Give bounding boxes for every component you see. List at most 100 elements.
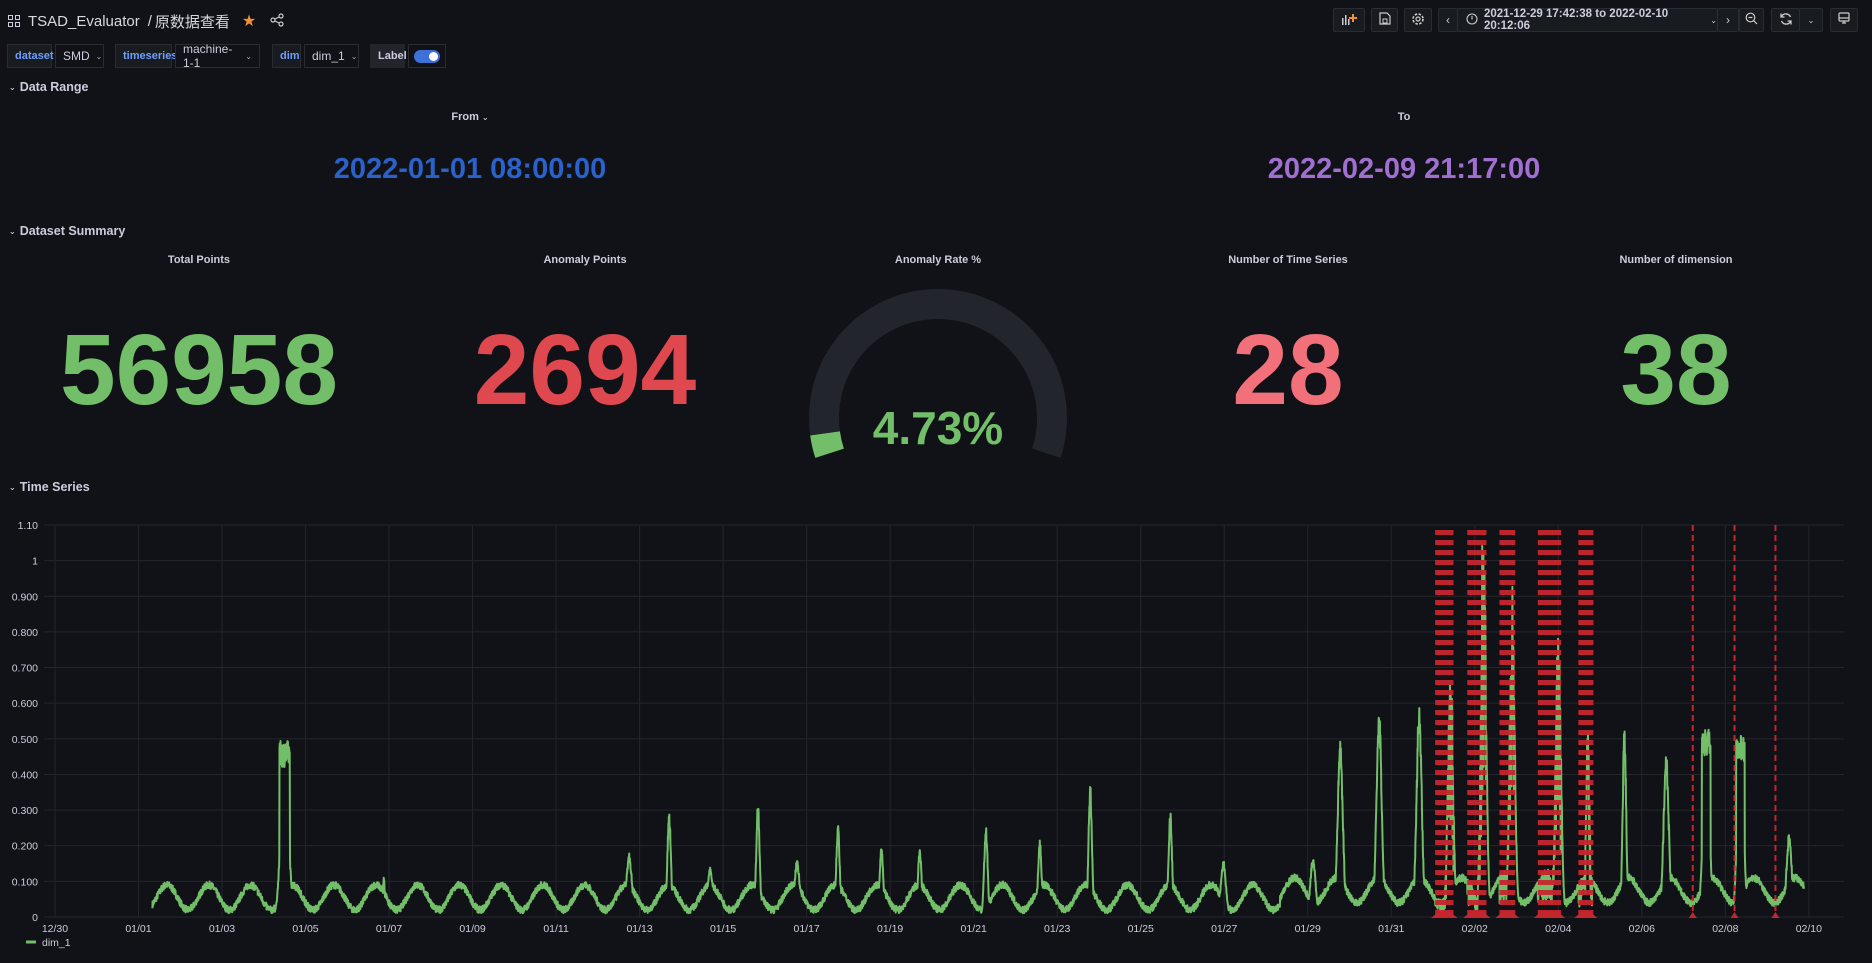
timeseries-select[interactable]: machine-1-1 ⌄	[175, 42, 260, 70]
anomaly-marker	[1495, 912, 1520, 918]
anomaly-points-value: 2694	[473, 314, 697, 426]
gauge-fill	[810, 431, 844, 458]
total-points-title: Total Points	[167, 254, 231, 266]
y-tick-label: 1.10	[18, 520, 39, 532]
dashboard-name-link[interactable]: TSAD_Evaluator	[28, 12, 140, 30]
y-tick-label: 0.600	[12, 698, 38, 710]
y-tick-label: 0.400	[12, 769, 38, 781]
time-forward-button[interactable]: ›	[1717, 8, 1739, 32]
x-tick-label: 01/07	[376, 923, 402, 935]
chevron-down-icon: ⌄	[350, 51, 358, 61]
x-tick-label: 01/05	[292, 923, 318, 935]
x-tick-label: 01/11	[543, 923, 569, 935]
gauge-track	[809, 289, 1067, 458]
x-tick-label: 01/15	[710, 923, 736, 935]
y-tick-label: 0.300	[12, 805, 38, 817]
settings-button[interactable]	[1404, 8, 1432, 32]
clock-icon	[1466, 12, 1478, 28]
from-value: 2022-01-01 08:00:00	[333, 153, 607, 185]
chevron-down-icon: ⌄	[9, 82, 16, 92]
y-tick-label: 1	[32, 556, 38, 568]
x-tick-label: 01/09	[459, 923, 485, 935]
zoom-out-icon	[1745, 12, 1758, 28]
row-title: Time Series	[19, 480, 90, 494]
grid-icon[interactable]	[8, 15, 20, 27]
dataset-value: SMD	[63, 49, 90, 63]
anomaly-marker	[1463, 912, 1491, 918]
anomaly-marker	[1688, 912, 1697, 918]
time-series-chart[interactable]: 0 0.100 0.200 0.300 0.400 0.500 0.600 0.700 0.80…	[0, 500, 1872, 963]
dataset-variable-label: dataset	[7, 44, 54, 68]
y-tick-label: 0	[32, 912, 38, 924]
page-name: 原数据查看	[154, 13, 230, 31]
chevron-down-icon: ⌄	[9, 482, 16, 492]
anomaly-window	[1499, 525, 1516, 917]
refresh-button[interactable]	[1771, 8, 1800, 32]
anomaly-rate-value: 4.73%	[872, 402, 1004, 454]
x-tick-label: 02/08	[1712, 923, 1738, 935]
x-tick-label: 01/21	[961, 923, 987, 935]
to-value: 2022-02-09 21:17:00	[1267, 153, 1541, 185]
row-dataset-summary[interactable]: ⌄ Dataset Summary	[9, 224, 125, 238]
x-tick-label: 12/30	[42, 923, 68, 935]
time-range-text: 2021-12-29 17:42:38 to 2022-02-10 20:12:…	[1484, 8, 1669, 32]
x-tick-label: 01/27	[1211, 923, 1237, 935]
dim-variable-label: dim	[272, 44, 301, 68]
dim-value: dim_1	[312, 49, 345, 63]
anomaly-window	[1467, 525, 1487, 917]
anomaly-window	[1578, 525, 1594, 917]
x-tick-label: 01/13	[626, 923, 652, 935]
y-tick-label: 0.100	[12, 876, 38, 888]
time-back-button[interactable]: ‹	[1438, 8, 1458, 32]
x-tick-label: 01/01	[125, 923, 151, 935]
row-data-range[interactable]: ⌄ Data Range	[9, 80, 88, 94]
zoom-out-button[interactable]	[1739, 8, 1764, 32]
anomaly-rate-title: Anomaly Rate %	[894, 254, 982, 266]
x-tick-label: 01/17	[793, 923, 819, 935]
x-tick-label: 02/06	[1629, 923, 1655, 935]
settings-icon	[1411, 12, 1425, 29]
refresh-icon	[1779, 12, 1793, 29]
row-time-series[interactable]: ⌄ Time Series	[9, 480, 90, 494]
anomaly-rate-gauge	[809, 289, 1067, 458]
save-button[interactable]	[1371, 8, 1398, 32]
add-panel-icon	[1341, 13, 1357, 28]
anomaly-marker	[1431, 912, 1458, 918]
y-tick-label: 0.500	[12, 734, 38, 746]
chevron-left-icon: ‹	[1446, 13, 1450, 27]
timeseries-variable-label: timeseries	[115, 44, 177, 68]
num-series-title: Number of Time Series	[1228, 254, 1348, 266]
num-dims-title: Number of dimension	[1619, 254, 1733, 266]
chevron-down-icon: ⌄	[9, 226, 16, 236]
x-tick-label: 01/31	[1378, 923, 1404, 935]
save-icon	[1378, 12, 1391, 28]
y-tick-label: 0.800	[12, 627, 38, 639]
x-tick-label: 02/10	[1796, 923, 1822, 935]
x-tick-label: 01/19	[877, 923, 903, 935]
dataset-select[interactable]: SMD ⌄	[55, 44, 104, 68]
label-toggle[interactable]	[408, 44, 446, 68]
time-range-picker[interactable]: 2021-12-29 17:42:38 to 2022-02-10 20:12:…	[1457, 8, 1718, 32]
y-tick-label: 0.900	[12, 591, 38, 603]
row-title: Data Range	[19, 80, 89, 94]
label-variable-label: Label	[370, 44, 407, 68]
anomaly-points-title: Anomaly Points	[543, 254, 627, 266]
x-tick-label: 01/03	[209, 923, 235, 935]
from-panel-title[interactable]: From ⌄	[451, 111, 489, 123]
x-tick-label: 01/29	[1295, 923, 1321, 935]
chevron-down-icon: ⌄	[1710, 15, 1717, 25]
breadcrumb-separator: /	[147, 12, 152, 30]
add-panel-button[interactable]	[1333, 8, 1365, 32]
refresh-interval-dropdown[interactable]: ⌄	[1799, 8, 1823, 32]
tv-mode-button[interactable]	[1830, 8, 1858, 32]
to-panel-title: To	[1397, 111, 1411, 123]
star-icon[interactable]: ★	[241, 13, 257, 30]
y-tick-label: 0.200	[12, 841, 38, 853]
anomaly-window	[1435, 525, 1454, 917]
dim-select[interactable]: dim_1 ⌄	[304, 44, 359, 68]
share-icon[interactable]	[270, 12, 284, 30]
x-tick-label: 02/02	[1462, 923, 1488, 935]
x-tick-label: 01/23	[1044, 923, 1070, 935]
chevron-right-icon: ›	[1726, 13, 1730, 27]
x-tick-label: 01/25	[1128, 923, 1154, 935]
